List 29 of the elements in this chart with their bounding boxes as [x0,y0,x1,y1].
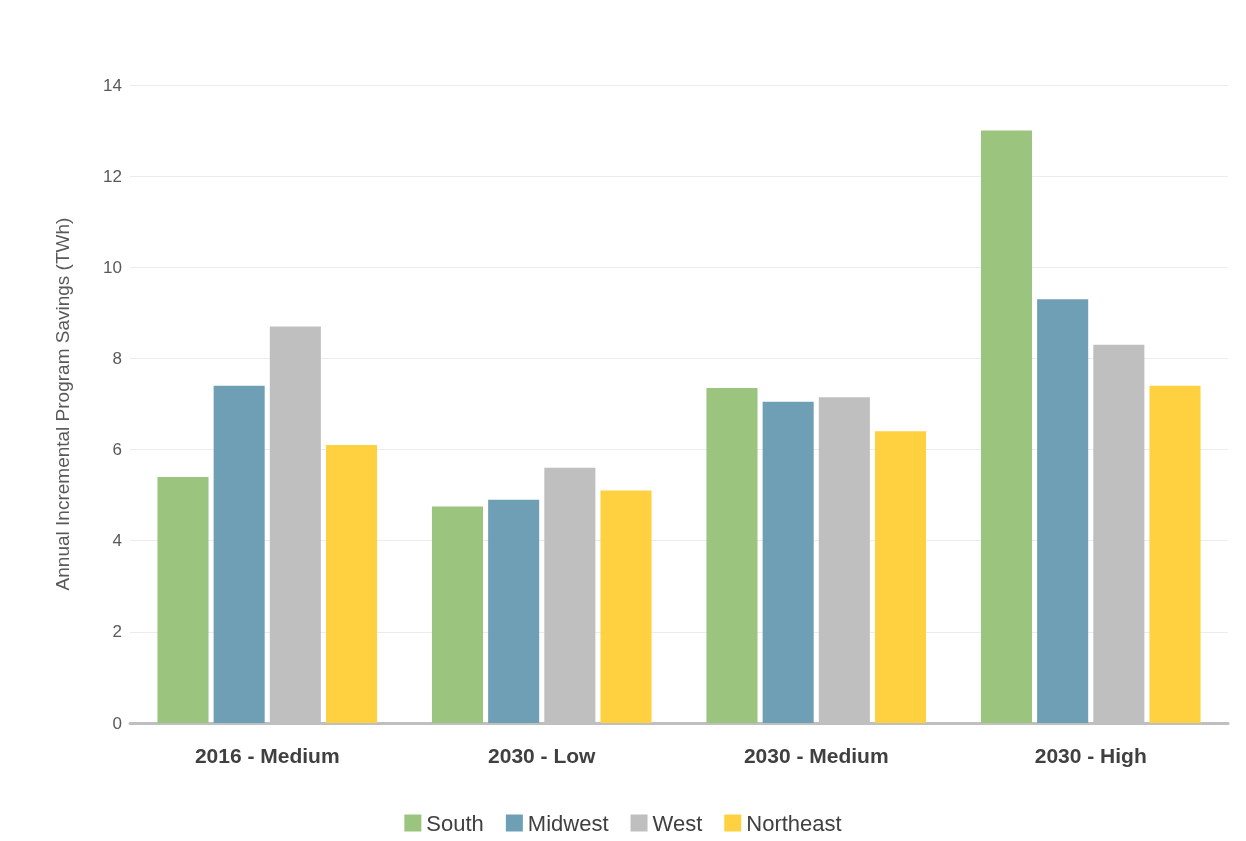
bar [1149,385,1201,723]
bar [213,385,265,723]
y-tick-label: 8 [112,348,122,368]
bar [1037,299,1089,723]
legend-label: West [652,810,703,836]
legend-label: Northeast [746,810,842,836]
bar [431,506,484,723]
y-tick-label: 14 [103,75,122,95]
legend-label: Midwest [527,810,609,836]
legend-label: South [426,810,484,836]
y-tick-label: 12 [103,166,122,186]
y-tick-label: 10 [103,257,122,277]
bar [488,499,540,723]
y-tick-label: 6 [112,440,122,460]
bar [706,388,758,723]
y-axis-title: Annual Incremental Program Savings (TWh) [52,217,73,591]
bar [325,445,378,723]
x-tick-label: 2030 - Medium [743,744,889,767]
y-tick-label: 4 [112,531,122,551]
y-tick-label: 2 [112,622,122,642]
y-tick-label: 0 [112,713,122,733]
x-tick-label: 2030 - Low [488,744,597,767]
bar [762,401,814,723]
bar [980,130,1033,723]
bar [874,431,927,723]
x-tick-label: 2030 - High [1034,744,1147,767]
bar [600,490,652,723]
x-tick-label: 2016 - Medium [194,744,340,767]
bar [157,476,209,723]
